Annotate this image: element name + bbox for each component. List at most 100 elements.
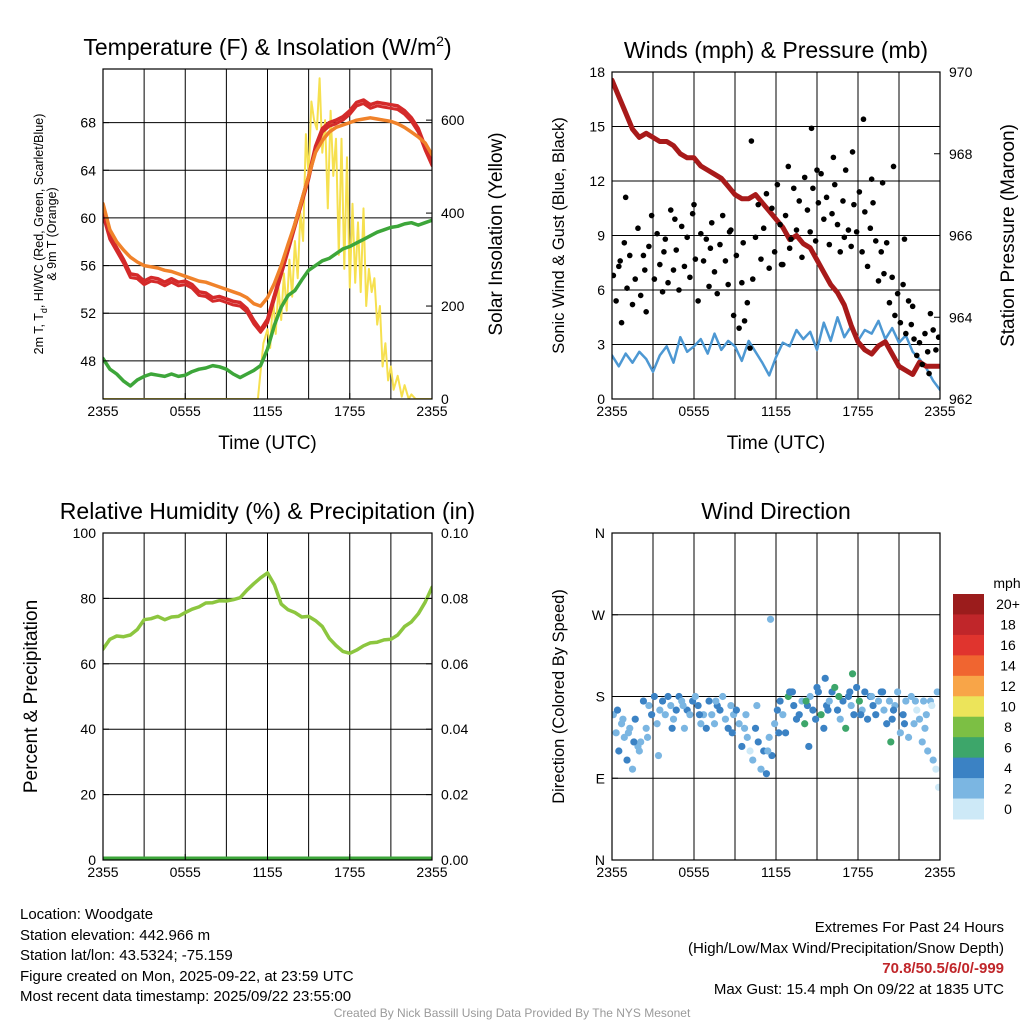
direction-point — [825, 697, 833, 705]
winds-x-tick-label: 2355 — [596, 403, 627, 419]
humidity-y2-tick-label: 0.04 — [441, 721, 468, 737]
gust-point — [749, 276, 756, 282]
direction-point — [910, 720, 918, 728]
gust-point — [916, 339, 923, 346]
direction-point — [639, 697, 648, 705]
direction-point — [888, 715, 896, 723]
wind_direction-y-label: Direction (Colored By Speed) — [550, 589, 568, 804]
direction-point — [669, 715, 678, 723]
winds-title: Winds (mph) & Pressure (mb) — [624, 37, 928, 63]
humidity-title: Relative Humidity (%) & Precipitation (i… — [60, 498, 475, 524]
gust-point — [632, 276, 639, 282]
direction-point — [812, 715, 820, 723]
temperature-y-tick-label: 48 — [80, 353, 96, 369]
gust-point — [612, 272, 617, 279]
winds-y2-tick-label: 970 — [949, 64, 973, 80]
wind_direction-y-tick-label: W — [592, 607, 606, 623]
colorbar-label: 4 — [1004, 760, 1012, 776]
gust-point — [930, 327, 936, 333]
direction-point — [921, 724, 929, 732]
direction-point — [833, 706, 842, 714]
gust-point — [659, 289, 666, 295]
humidity-x-tick-label: 2355 — [87, 864, 118, 880]
temperature-chart: 2355 0555 1155 1755 2355 48 52 56 60 64 68 0 200 400 6… — [32, 33, 507, 454]
direction-point — [817, 711, 825, 719]
direction-point — [809, 706, 817, 714]
title-superscript: 2 — [436, 33, 444, 49]
winds-x-tick-label: 2355 — [924, 403, 955, 419]
gust-point — [927, 310, 934, 317]
gust-point — [684, 234, 690, 241]
winds-y2-tick-label: 966 — [949, 228, 973, 244]
gust-point — [834, 221, 841, 228]
gust-point — [661, 249, 667, 255]
direction-point — [790, 701, 798, 710]
gust-point — [894, 290, 901, 297]
colorbar-title: mph — [993, 575, 1020, 591]
gust-point — [642, 267, 648, 273]
gust-point — [841, 234, 848, 241]
temperature-plot-area — [103, 77, 432, 399]
temperature-y-tick-label: 64 — [80, 162, 96, 178]
gust-point — [778, 261, 785, 268]
direction-point — [880, 706, 888, 714]
direction-point — [762, 770, 771, 778]
gust-point — [926, 370, 932, 377]
gust-point — [829, 210, 835, 217]
gust-point — [691, 201, 697, 208]
direction-point — [869, 701, 877, 710]
temperature-y2-tick-label: 400 — [441, 205, 465, 221]
direction-point — [842, 724, 850, 732]
direction-point — [630, 738, 638, 746]
gust-point — [739, 279, 745, 286]
direction-point — [631, 715, 639, 723]
colorbar-swatch — [953, 737, 984, 759]
direction-point — [661, 711, 669, 719]
gust-point — [700, 258, 707, 264]
gust-point — [878, 249, 885, 255]
direction-point — [904, 733, 913, 741]
direction-point — [679, 701, 687, 710]
extremes-heading: Extremes For Past 24 Hours — [814, 919, 1004, 936]
gust-point — [785, 163, 792, 170]
gust-point — [665, 279, 671, 286]
credit-text: Created By Nick Bassill Using Data Provi… — [333, 1006, 691, 1020]
gust-point — [889, 274, 895, 281]
temperature-x-tick-label: 1155 — [252, 403, 282, 419]
direction-point — [612, 729, 620, 737]
direction-point — [896, 729, 904, 737]
wind_direction-plot-area — [612, 615, 940, 791]
gust-point — [672, 216, 678, 222]
direction-point — [786, 688, 794, 696]
direction-point — [915, 715, 924, 723]
direction-point — [705, 697, 713, 705]
gust-point — [752, 234, 759, 241]
y-label-part: 2m T, T — [32, 313, 46, 355]
direction-point — [771, 720, 779, 728]
humidity-grid — [103, 533, 432, 860]
gust-point — [814, 167, 820, 173]
gust-point — [867, 225, 874, 232]
wind_direction-x-tick-label: 0555 — [678, 864, 709, 880]
direction-point — [708, 711, 716, 719]
gust-point — [613, 298, 619, 304]
direction-point — [935, 783, 940, 791]
direction-point — [746, 747, 754, 755]
direction-point — [716, 706, 724, 714]
winds-x-label: Time (UTC) — [727, 433, 826, 454]
direction-point — [861, 688, 869, 696]
gust-point — [840, 198, 846, 204]
gust-point — [935, 334, 940, 341]
direction-point — [920, 697, 928, 705]
gust-point — [755, 201, 762, 208]
gust-point — [831, 181, 838, 188]
temperature-y2-tick-label: 0 — [441, 391, 449, 407]
temperature-ticks: 2355 0555 1155 1755 2355 48 52 56 60 64 68 0 200 400 6… — [80, 112, 464, 419]
wind_direction-x-tick-label: 1155 — [761, 864, 791, 880]
latlon-text: Station lat/lon: 43.5324; -75.159 — [20, 947, 233, 964]
y-label-subscript: d — [39, 308, 49, 313]
gust-point — [662, 236, 669, 242]
direction-point — [702, 724, 710, 732]
temperature-x-label: Time (UTC) — [218, 433, 317, 454]
gust-points — [612, 116, 940, 377]
